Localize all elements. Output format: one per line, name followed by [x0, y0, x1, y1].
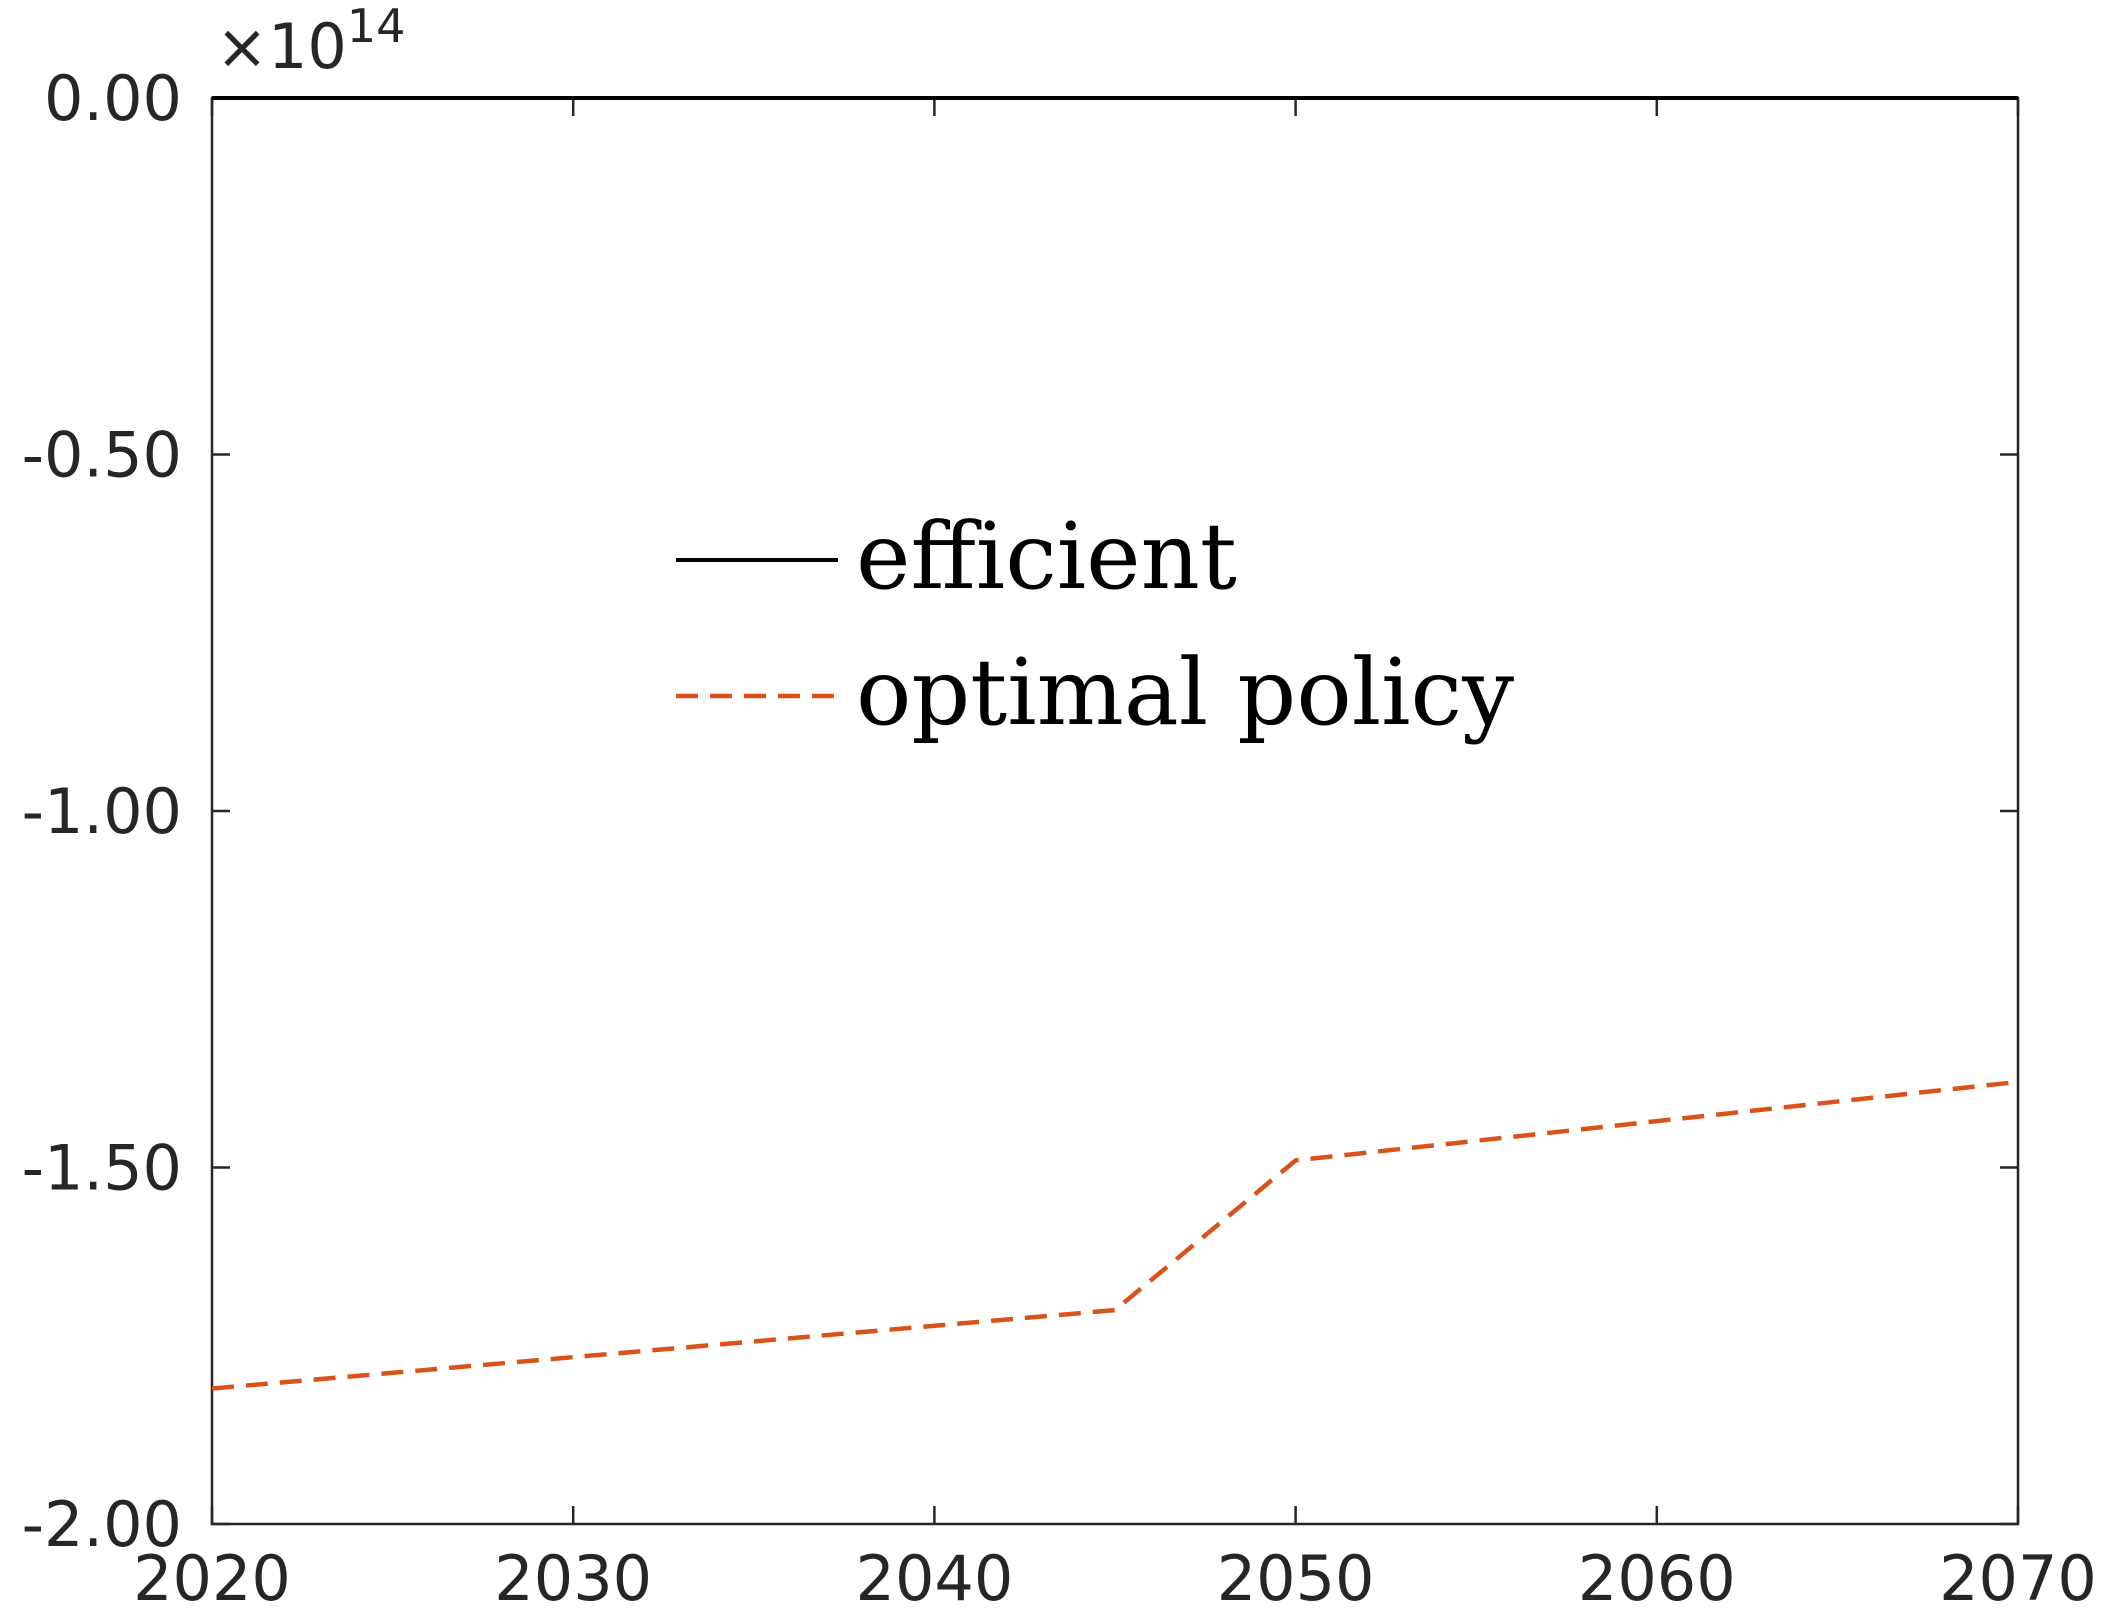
series-group: [211, 96, 2019, 1391]
legend: efficient optimal policy: [676, 503, 1514, 746]
x-tick-label: 2030: [494, 1542, 652, 1615]
axes: 2020 2030 2040 2050 2060 2070 0.00 -0.50 -1.00 -1…: [22, 0, 2097, 1615]
y-tick-label: 0.00: [44, 62, 182, 135]
x-tick-label: 2020: [133, 1542, 291, 1615]
y-axis-exponent-power: 14: [347, 0, 406, 53]
y-tick-label: -1.50: [22, 1132, 182, 1205]
x-tick-label: 2050: [1217, 1542, 1375, 1615]
x-tick-label: 2060: [1578, 1542, 1736, 1615]
y-axis-exponent-label: ×1014: [216, 0, 405, 83]
series-line-optimal-policy: [211, 1079, 2019, 1391]
legend-label-efficient: efficient: [856, 503, 1237, 610]
y-tick-label: -0.50: [22, 419, 182, 492]
y-tick-label: -2.00: [22, 1488, 182, 1561]
y-tick-label: -1.00: [22, 775, 182, 848]
x-tick-label: 2070: [1939, 1542, 2097, 1615]
x-tick-label: 2040: [856, 1542, 1014, 1615]
y-axis-exponent-base: ×10: [216, 10, 347, 83]
legend-label-optimal-policy: optimal policy: [856, 639, 1514, 746]
